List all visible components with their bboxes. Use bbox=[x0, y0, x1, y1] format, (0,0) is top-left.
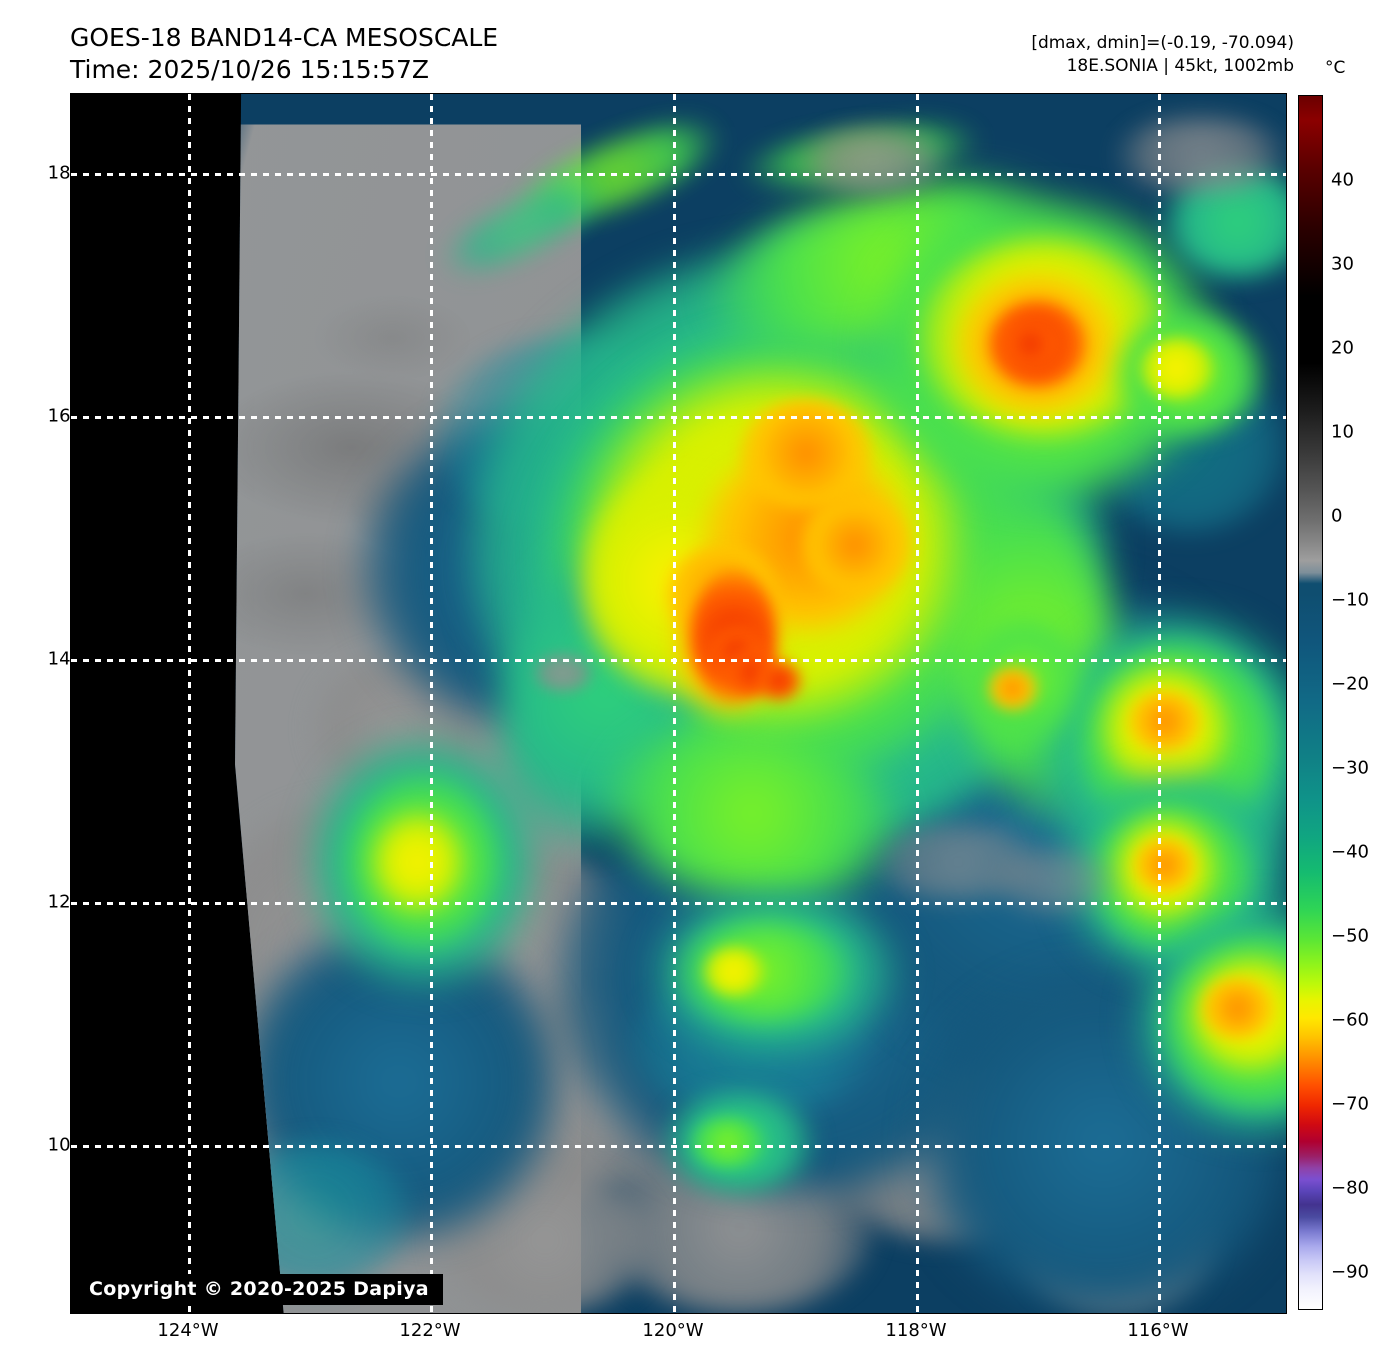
colorbar-tick: −80 bbox=[1331, 1177, 1369, 1199]
dmax-dmin-label: [dmax, dmin]=(-0.19, -70.094) bbox=[1031, 33, 1294, 53]
east-band-hot bbox=[1134, 837, 1195, 893]
cloud-blob bbox=[1115, 118, 1286, 192]
colorbar[interactable] bbox=[1298, 95, 1323, 1310]
copyright-label: Copyright © 2020-2025 Dapiya bbox=[79, 1274, 443, 1305]
east-band-hot bbox=[1128, 691, 1201, 753]
south-band-core bbox=[702, 947, 764, 997]
cloud-blob bbox=[800, 130, 946, 192]
metadata-block: [dmax, dmin]=(-0.19, -70.094) 18E.SONIA … bbox=[1031, 32, 1294, 78]
south-band bbox=[690, 1117, 764, 1167]
colorbar-tick: −60 bbox=[1331, 1009, 1369, 1031]
xtick-label: 120°W bbox=[642, 1320, 704, 1341]
colorbar-tick: −20 bbox=[1331, 673, 1369, 695]
convective-core bbox=[988, 666, 1037, 710]
convective-core bbox=[800, 496, 910, 594]
colorbar-tick: −70 bbox=[1331, 1093, 1369, 1115]
xtick-label: 118°W bbox=[885, 1320, 947, 1341]
sw-cell-core bbox=[374, 813, 460, 911]
east-band-hot bbox=[1200, 977, 1274, 1039]
colorbar-tick: 40 bbox=[1331, 169, 1354, 191]
colorbar-tick: 30 bbox=[1331, 253, 1354, 275]
page-title: GOES-18 BAND14-CA MESOSCALE bbox=[70, 23, 499, 52]
title-block: GOES-18 BAND14-CA MESOSCALE Time: 2025/1… bbox=[70, 22, 498, 86]
convective-core bbox=[739, 398, 873, 509]
xtick-label: 124°W bbox=[157, 1320, 219, 1341]
colorbar-tick: 0 bbox=[1331, 505, 1343, 527]
xtick-label: 116°W bbox=[1127, 1320, 1189, 1341]
timestamp-label: Time: 2025/10/26 15:15:57Z bbox=[70, 55, 429, 84]
colorbar-unit-label: °C bbox=[1325, 58, 1346, 78]
colorbar-tick: −30 bbox=[1331, 757, 1369, 779]
overshooting-top bbox=[757, 660, 802, 700]
satellite-plot-area[interactable]: Copyright © 2020-2025 Dapiya bbox=[70, 93, 1287, 1314]
cloud-blob bbox=[994, 849, 1116, 911]
storm-info-label: 18E.SONIA | 45kt, 1002mb bbox=[1066, 55, 1294, 76]
xtick-label: 122°W bbox=[399, 1320, 461, 1341]
data-swath bbox=[235, 94, 1286, 1313]
north-burst-hot-core bbox=[1000, 319, 1062, 369]
colorbar-tick: −10 bbox=[1331, 589, 1369, 611]
colorbar-tick: −50 bbox=[1331, 925, 1369, 947]
colorbar-tick: 20 bbox=[1331, 337, 1354, 359]
satellite-raster: Copyright © 2020-2025 Dapiya bbox=[71, 94, 1286, 1313]
colorbar-tick: −90 bbox=[1331, 1261, 1369, 1283]
colorbar-tick: −40 bbox=[1331, 841, 1369, 863]
colorbar-tick: 10 bbox=[1331, 421, 1354, 443]
cold-cloud-blob bbox=[1140, 337, 1214, 399]
